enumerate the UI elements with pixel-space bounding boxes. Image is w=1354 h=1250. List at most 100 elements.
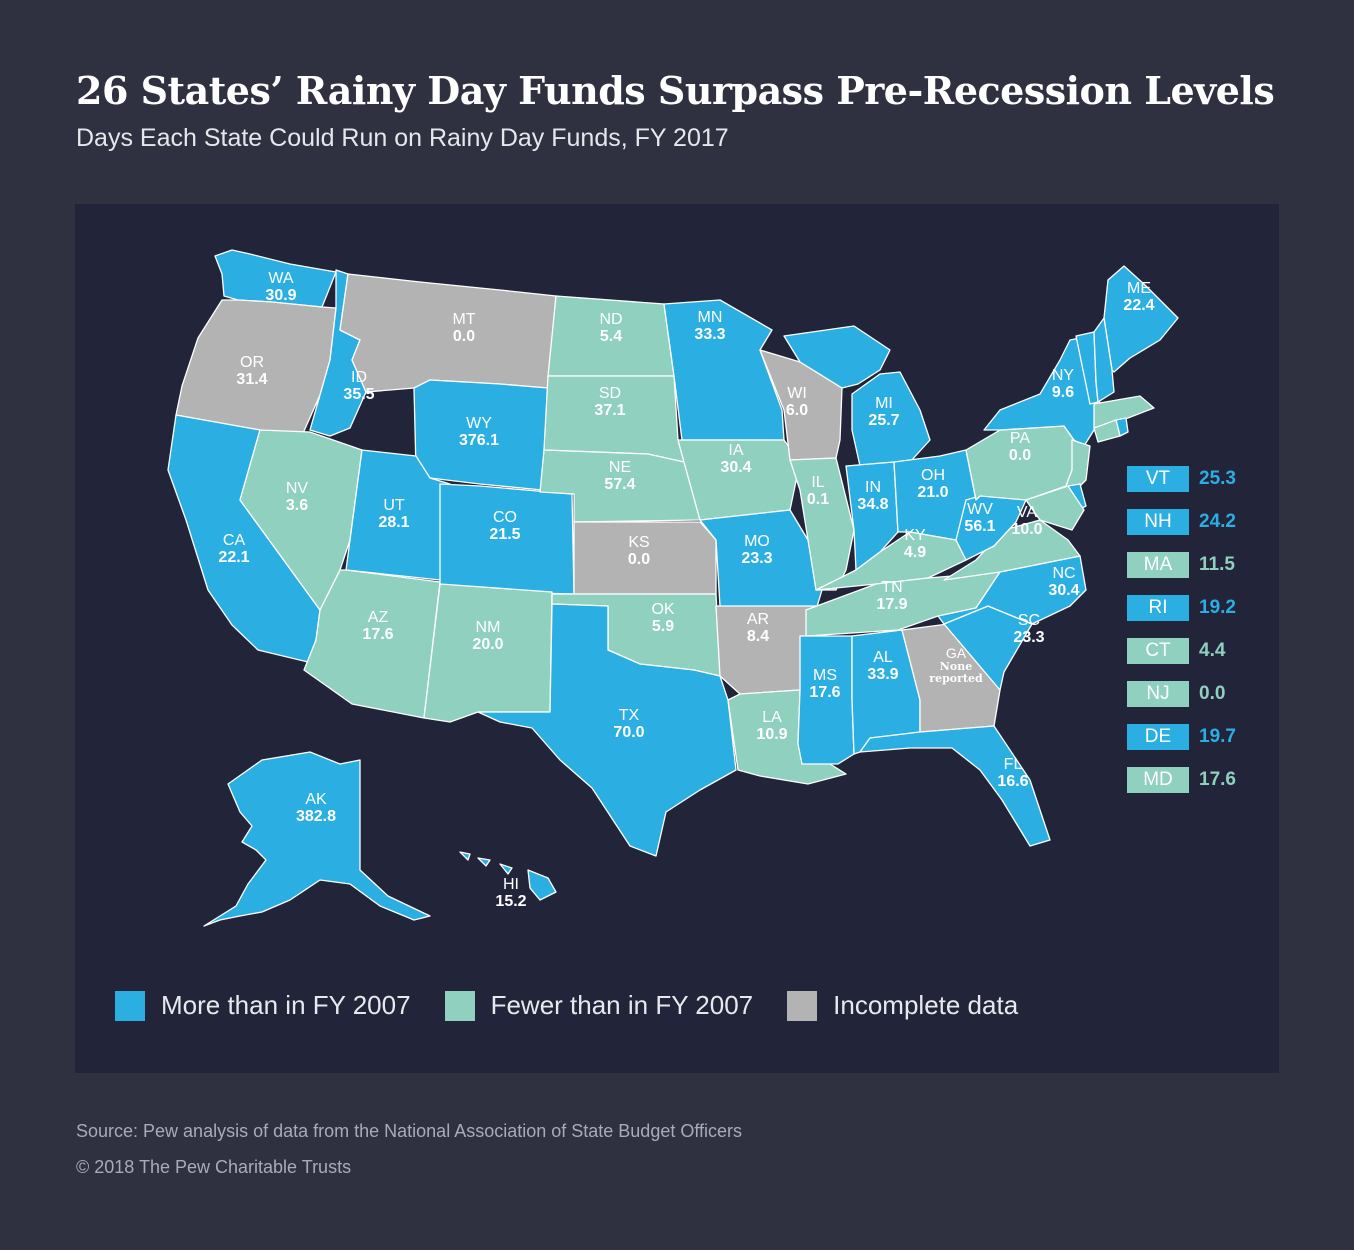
small-state-row-ct: CT 4.4 [1127, 638, 1225, 664]
small-state-abbr: CT [1127, 638, 1189, 664]
state-abbr: NC [1052, 565, 1076, 582]
state-abbr: IA [728, 442, 744, 459]
legend-swatch-fewer [444, 990, 475, 1021]
state-shape-ne [539, 449, 701, 523]
state-label-or: OR 31.4 [236, 354, 267, 389]
state-value: 33.9 [867, 665, 899, 683]
small-state-value: 0.0 [1199, 683, 1226, 704]
state-shape-nc [937, 555, 1087, 625]
state-value: 0.0 [452, 327, 476, 345]
state-abbr: TX [618, 707, 640, 724]
state-shape-ct [1093, 419, 1121, 443]
legend-label-fewer: Fewer than in FY 2007 [490, 990, 754, 1020]
state-label-al: AL 33.9 [867, 649, 899, 684]
state-label-co: CO 21.5 [489, 509, 520, 544]
small-state-value: 11.5 [1199, 554, 1235, 575]
state-label-mt: MT 0.0 [452, 311, 476, 346]
state-value: 382.8 [295, 807, 337, 825]
state-label-ne: NE 57.4 [604, 459, 635, 494]
state-label-ut: UT 28.1 [378, 497, 410, 532]
state-abbr: AK [305, 791, 327, 808]
state-shape-mo [699, 509, 823, 611]
state-abbr: IL [811, 474, 825, 491]
state-abbr: OK [651, 601, 675, 618]
state-label-pa: PA 0.0 [1009, 430, 1031, 465]
state-abbr: AR [746, 611, 770, 628]
state-label-nm: NM 20.0 [472, 619, 504, 654]
legend-label-more: More than in FY 2007 [161, 990, 411, 1020]
state-shape-nv [239, 429, 363, 611]
legend-swatch-more [115, 990, 145, 1021]
state-abbr: ID [350, 369, 367, 386]
state-label-sc: SC 23.3 [1013, 612, 1045, 647]
state-label-ia: IA 30.4 [720, 442, 752, 477]
state-label-hi: HI 15.2 [495, 876, 527, 911]
state-value: 17.9 [876, 595, 908, 613]
state-abbr: FL [1003, 756, 1023, 773]
legend-item-fewer: Fewer than in FY 2007 [444, 990, 754, 1021]
state-shape-md [1025, 485, 1085, 531]
state-value: 17.6 [809, 683, 841, 701]
small-state-value: 19.7 [1199, 726, 1236, 747]
state-shape-nh [1093, 317, 1115, 403]
state-value: 28.1 [378, 513, 410, 531]
small-state-abbr: NJ [1127, 681, 1189, 707]
state-abbr: NE [608, 459, 632, 476]
state-value: 22.1 [218, 548, 250, 566]
state-value: 21.0 [917, 483, 949, 501]
state-value: 23.3 [1013, 628, 1045, 646]
state-value: 10.9 [756, 725, 788, 743]
state-value: 25.7 [868, 411, 900, 429]
copyright-note: © 2018 The Pew Charitable Trusts [76, 1157, 352, 1177]
small-state-row-ri: RI 19.2 [1127, 595, 1236, 621]
state-label-in: IN 34.8 [857, 479, 888, 514]
state-abbr: ME [1126, 280, 1151, 297]
small-state-row-md: MD 17.6 [1127, 767, 1236, 793]
state-value: 37.1 [594, 401, 626, 419]
state-value: 15.2 [495, 892, 527, 910]
state-abbr: IN [864, 479, 881, 496]
state-value: 20.0 [472, 635, 504, 653]
small-state-value: 17.6 [1199, 769, 1236, 790]
small-state-value: 19.2 [1199, 597, 1236, 618]
state-abbr: CO [492, 509, 517, 526]
small-state-abbr: NH [1127, 509, 1189, 535]
state-abbr: AZ [367, 609, 389, 626]
legend: More than in FY 2007 Fewer than in FY 20… [115, 990, 1052, 1021]
state-value: 8.4 [746, 627, 770, 645]
state-label-wi: WI 6.0 [786, 385, 808, 420]
state-label-ar: AR 8.4 [746, 611, 770, 646]
state-abbr: MT [452, 311, 476, 328]
state-value: 70.0 [613, 723, 645, 741]
state-label-ok: OK 5.9 [651, 601, 675, 636]
state-label-la: LA 10.9 [756, 709, 788, 744]
state-label-me: ME 22.4 [1123, 280, 1154, 315]
state-shape-fl [859, 725, 1051, 847]
state-abbr: NY [1051, 367, 1075, 384]
legend-label-incomplete: Incomplete data [833, 990, 1019, 1020]
small-state-abbr: DE [1127, 724, 1189, 750]
small-state-value: 24.2 [1199, 511, 1236, 532]
state-label-mi: MI 25.7 [868, 395, 900, 430]
state-abbr: WY [466, 415, 492, 432]
state-label-nv: NV 3.6 [285, 480, 309, 515]
state-abbr: WV [967, 501, 993, 518]
small-state-row-nj: NJ 0.0 [1127, 681, 1225, 707]
state-value: 56.1 [964, 517, 996, 535]
small-state-abbr: MD [1127, 767, 1189, 793]
small-state-row-de: DE 19.7 [1127, 724, 1236, 750]
state-value: None reported [929, 659, 983, 685]
state-label-az: AZ 17.6 [362, 609, 393, 644]
state-value: 3.6 [285, 496, 309, 514]
state-label-mo: MO 23.3 [741, 533, 772, 568]
small-state-row-nh: NH 24.2 [1127, 509, 1236, 535]
state-value: 10.0 [1011, 520, 1043, 538]
state-shape-ak [203, 751, 431, 927]
us-map [167, 249, 1179, 927]
state-abbr: AL [873, 649, 893, 666]
state-label-id: ID 35.5 [343, 369, 374, 404]
state-value: 30.4 [720, 458, 752, 476]
page-title: 26 States’ Rainy Day Funds Surpass Pre-R… [76, 68, 1275, 113]
state-abbr: CA [222, 532, 246, 549]
state-shape-il [789, 457, 855, 591]
